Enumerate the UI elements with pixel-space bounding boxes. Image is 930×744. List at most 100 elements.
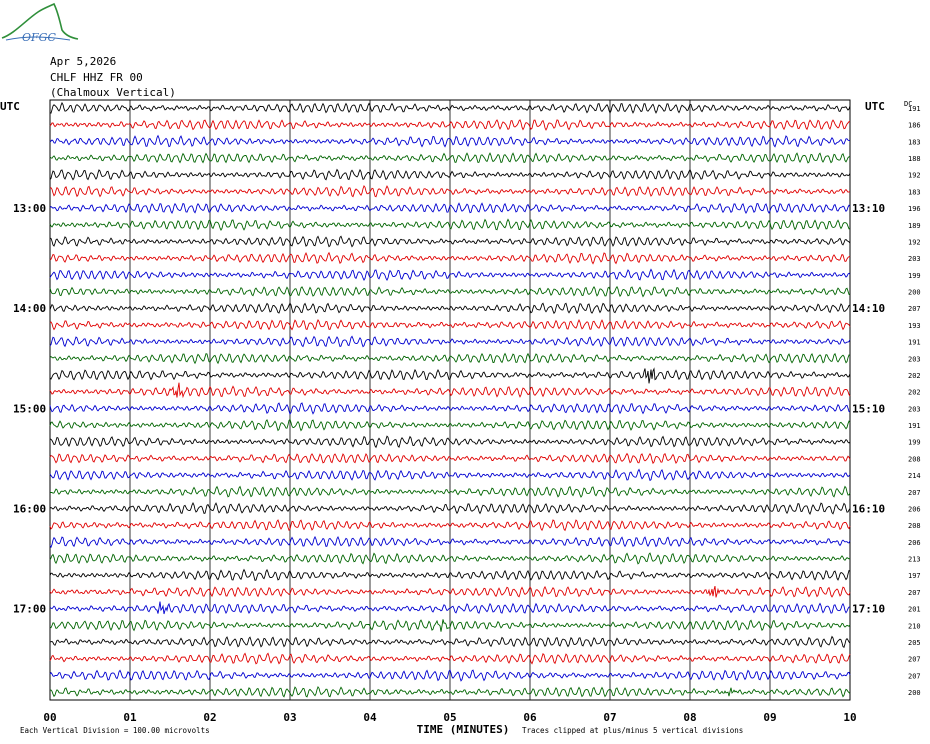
- trace-line: [49, 619, 851, 632]
- trace-line: [49, 367, 851, 384]
- trace-line: [49, 202, 851, 214]
- x-axis-label: TIME (MINUTES): [417, 723, 510, 736]
- x-tick-label: 06: [523, 711, 537, 724]
- trace-line: [49, 382, 851, 399]
- dc-offset-label: 191: [908, 339, 921, 347]
- trace-line: [49, 535, 851, 549]
- trace-line: [49, 268, 851, 281]
- dc-offset-label: 189: [908, 222, 921, 230]
- dc-offset-label: 186: [908, 122, 921, 130]
- dc-offset-label: 207: [908, 305, 921, 313]
- trace-line: [49, 119, 851, 131]
- x-tick-label: 08: [683, 711, 696, 724]
- left-hour-label: 15:00: [13, 402, 46, 415]
- x-tick-label: 02: [203, 711, 216, 724]
- x-tick-label: 03: [283, 711, 296, 724]
- x-tick-label: 09: [763, 711, 776, 724]
- dc-offset-label: 201: [908, 606, 921, 614]
- footer-clip-note: Traces clipped at plus/minus 5 vertical …: [522, 726, 743, 735]
- dc-offset-label: 183: [908, 188, 921, 196]
- dc-offset-label: 183: [908, 138, 921, 146]
- dc-offset-label: 191: [908, 105, 921, 113]
- dc-offset-label: 188: [908, 155, 921, 163]
- dc-offset-label: 214: [908, 472, 921, 480]
- dc-offset-label: 192: [908, 238, 921, 246]
- trace-line: [49, 585, 851, 598]
- dc-offset-label: 213: [908, 556, 921, 564]
- dc-header: DC: [904, 100, 912, 108]
- trace-line: [49, 352, 851, 365]
- dc-offset-label: 202: [908, 389, 921, 397]
- dc-offset-label: 206: [908, 505, 921, 513]
- dc-offset-label: 208: [908, 455, 921, 463]
- header-date: Apr 5,2026: [50, 55, 117, 68]
- left-hour-label: 13:00: [13, 202, 46, 215]
- axis-labels: 00 01 02 03 04 05 06 07 08 09 10 TIME (MINUTES) Each…: [0, 100, 921, 736]
- header-location: (Chalmoux Vertical): [50, 86, 176, 99]
- trace-line: [49, 652, 851, 665]
- dc-offset-label: 203: [908, 255, 921, 263]
- logo-text: OFGC: [22, 31, 56, 44]
- left-hour-label: 17:00: [13, 603, 46, 616]
- dc-offset-label: 200: [908, 689, 921, 697]
- trace-line: [49, 302, 851, 315]
- trace-line: [49, 184, 851, 198]
- trace-line: [49, 168, 851, 181]
- left-hour-label: 14:00: [13, 302, 46, 315]
- trace-line: [49, 134, 850, 148]
- trace-line: [49, 101, 851, 114]
- right-utc-header: UTC: [865, 100, 885, 113]
- trace-line: [49, 501, 851, 516]
- trace-line: [49, 335, 851, 348]
- trace-line: [49, 669, 851, 682]
- dc-offset-label: 207: [908, 589, 921, 597]
- right-hour-label: 15:10: [852, 402, 885, 415]
- dc-offset-label: 203: [908, 355, 921, 363]
- dc-offset-label: 207: [908, 489, 921, 497]
- trace-line: [50, 485, 851, 498]
- right-hour-label: 16:10: [852, 502, 885, 515]
- trace-line: [49, 235, 851, 248]
- trace-line: [49, 519, 851, 532]
- left-utc-header: UTC: [0, 100, 20, 113]
- header-station: CHLF HHZ FR 00: [50, 71, 143, 84]
- x-tick-label: 00: [43, 711, 56, 724]
- logo-swoosh: [5, 36, 71, 41]
- dc-offset-label: 202: [908, 372, 921, 380]
- seismic-traces: [49, 101, 851, 698]
- trace-line: [50, 635, 851, 649]
- trace-line: [49, 601, 851, 615]
- x-tick-label: 05: [443, 711, 456, 724]
- right-hour-label: 13:10: [852, 202, 885, 215]
- trace-line: [49, 152, 851, 164]
- dc-offset-label: 205: [908, 639, 921, 647]
- trace-line: [49, 418, 851, 432]
- logo-mountain-outline: [1, 2, 79, 40]
- trace-line: [49, 218, 851, 231]
- trace-line: [49, 251, 851, 265]
- left-hour-label: 16:00: [13, 502, 46, 515]
- trace-line: [49, 435, 851, 449]
- trace-line: [49, 452, 851, 465]
- x-tick-label: 01: [123, 711, 137, 724]
- dc-offset-label: 196: [908, 205, 921, 213]
- footer-scale-note: Each Vertical Division = 100.00 microvol…: [20, 726, 210, 735]
- trace-line: [49, 685, 851, 698]
- trace-line: [49, 285, 851, 298]
- right-hour-label: 17:10: [852, 603, 885, 616]
- trace-line: [49, 468, 851, 482]
- dc-offset-label: 199: [908, 439, 921, 447]
- dc-offset-label: 191: [908, 422, 921, 430]
- dc-offset-label: 203: [908, 405, 921, 413]
- trace-line: [49, 552, 851, 565]
- trace-line: [49, 319, 851, 331]
- dc-offset-label: 192: [908, 172, 921, 180]
- x-tick-label: 10: [843, 711, 856, 724]
- plot-grid: [49, 99, 851, 701]
- dc-offset-label: 206: [908, 539, 921, 547]
- dc-offset-label: 210: [908, 622, 921, 630]
- dc-offset-label: 208: [908, 522, 921, 530]
- dc-offset-label: 199: [908, 272, 921, 280]
- dc-offset-label: 207: [908, 672, 921, 680]
